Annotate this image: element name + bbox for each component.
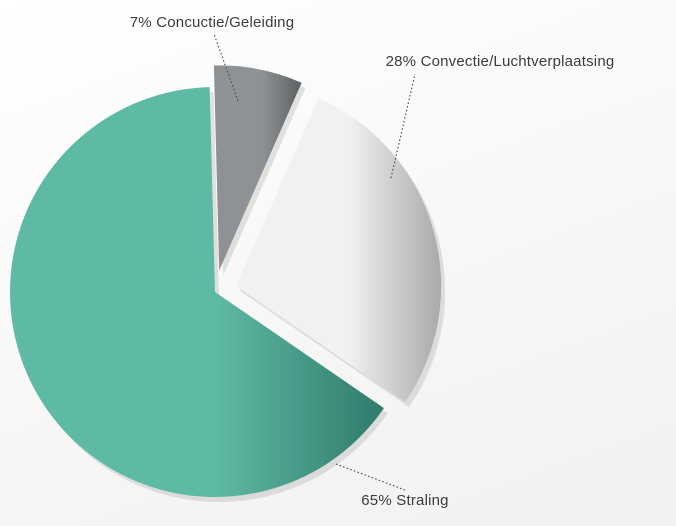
leader-line-concuctie-geleiding: [213, 33, 239, 102]
pie-slices: [9, 65, 446, 502]
pie-slice-concuctie-geleiding: [213, 65, 302, 271]
slice-label-concuctie-geleiding: 7% Concuctie/Geleiding: [130, 14, 295, 31]
slice-label-straling: 65% Straling: [361, 492, 448, 509]
slice-labels: 7% Concuctie/Geleiding 28% Convectie/Luch…: [130, 14, 615, 509]
slice-label-convectie-luchtverplaatsing: 28% Convectie/Luchtverplaatsing: [386, 53, 615, 70]
pie-slice-convectie-luchtverplaatsing: [236, 98, 442, 403]
leader-line-convectie-luchtverplaatsing: [390, 73, 416, 179]
pie-slice-straling: [9, 87, 384, 497]
leader-line-straling: [335, 463, 406, 491]
leader-lines: [213, 33, 416, 491]
